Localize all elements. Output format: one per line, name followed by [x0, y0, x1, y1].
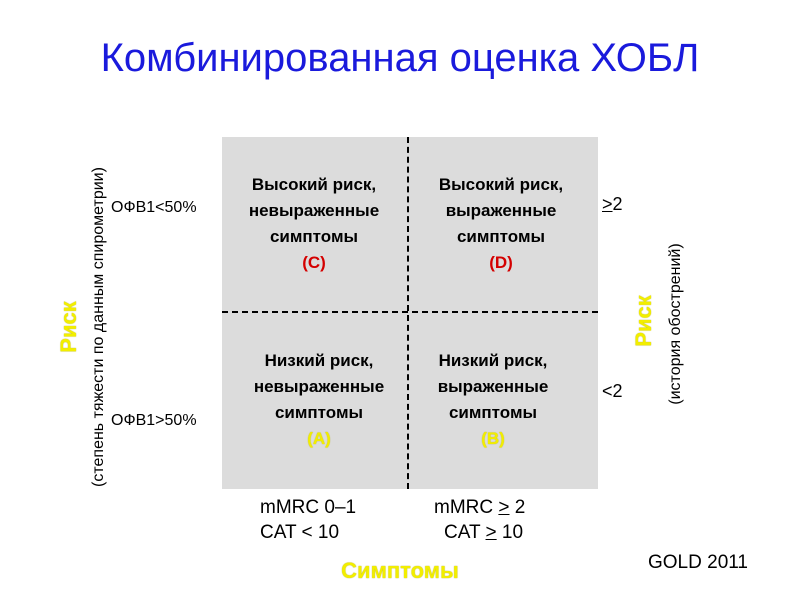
- quadrant-a-line3: симптомы: [274, 403, 364, 422]
- quadrant-c-line3: симптомы: [269, 227, 359, 246]
- bottom-axis-left-label: mMRC 0–1 CAT < 10: [260, 495, 356, 545]
- vertical-divider: [407, 137, 409, 489]
- right-axis-title: Риск: [631, 295, 656, 347]
- left-axis-title: Риск: [56, 301, 81, 353]
- quadrant-a-line1: Низкий риск,: [264, 351, 374, 370]
- quadrant-b-code: (B): [481, 429, 505, 448]
- quadrant-c-line1: Высокий риск,: [251, 175, 377, 194]
- quadrant-b: Низкий риск, выраженные симптомы (B): [404, 348, 582, 452]
- left-axis-bottom-label: ОФВ1>50%: [111, 412, 197, 429]
- mmrc-high-label: mMRC > 2: [434, 497, 526, 518]
- gte-symbol: >: [498, 497, 510, 518]
- right-axis-top-value: 2: [612, 194, 623, 214]
- right-axis-subtitle: (история обострений): [667, 243, 684, 405]
- mmrc-low-label: mMRC 0–1: [260, 497, 357, 518]
- cat-high-label: CAT > 10: [444, 522, 524, 543]
- quadrant-a: Низкий риск, невыраженные симптомы (A): [230, 348, 408, 452]
- horizontal-divider: [222, 311, 598, 313]
- quadrant-d-line1: Высокий риск,: [438, 175, 564, 194]
- source-label: GOLD 2011: [648, 552, 748, 573]
- gte-symbol: >: [602, 194, 613, 214]
- quadrant-b-line1: Низкий риск,: [438, 351, 548, 370]
- quadrant-d-line2: выраженные: [445, 201, 557, 220]
- right-axis-bottom-label: <2: [602, 381, 623, 401]
- cat-low-label: CAT < 10: [260, 522, 340, 543]
- quadrant-c-line2: невыраженные: [248, 201, 380, 220]
- bottom-axis-right-label: mMRC > 2 CAT > 10: [434, 495, 525, 545]
- left-axis-top-label: ОФВ1<50%: [111, 199, 197, 216]
- quadrant-b-line2: выраженные: [437, 377, 549, 396]
- bottom-axis-title: Симптомы: [341, 558, 459, 583]
- quadrant-d-code: (D): [489, 253, 513, 272]
- right-axis-top-label: >2: [602, 194, 623, 215]
- quadrant-d-line3: симптомы: [456, 227, 546, 246]
- quadrant-a-code: (A): [307, 429, 331, 448]
- quadrant-d: Высокий риск, выраженные симптомы (D): [412, 172, 590, 276]
- quadrant-c-code: (C): [302, 253, 326, 272]
- page-title: Комбинированная оценка ХОБЛ: [100, 36, 700, 80]
- matrix-background: [222, 137, 598, 489]
- gte-symbol: >: [485, 522, 497, 543]
- quadrant-a-line2: невыраженные: [253, 377, 385, 396]
- left-axis-subtitle: (степень тяжести по данным спирометрии): [90, 167, 107, 487]
- quadrant-b-line3: симптомы: [448, 403, 538, 422]
- quadrant-c: Высокий риск, невыраженные симптомы (C): [225, 172, 403, 276]
